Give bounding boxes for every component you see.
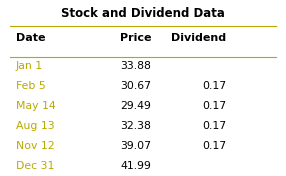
Text: Jan 1: Jan 1 [15, 61, 43, 71]
Text: Date: Date [15, 33, 45, 43]
Text: 41.99: 41.99 [120, 161, 151, 171]
Text: 33.88: 33.88 [120, 61, 151, 71]
Text: 29.49: 29.49 [120, 101, 151, 111]
Text: 0.17: 0.17 [202, 141, 227, 151]
Text: 0.17: 0.17 [202, 81, 227, 91]
Text: Dividend: Dividend [171, 33, 227, 43]
Text: Aug 13: Aug 13 [15, 121, 54, 131]
Text: Feb 5: Feb 5 [15, 81, 45, 91]
Text: 30.67: 30.67 [120, 81, 151, 91]
Text: 32.38: 32.38 [120, 121, 151, 131]
Text: Price: Price [120, 33, 152, 43]
Text: Dec 31: Dec 31 [15, 161, 54, 171]
Text: 39.07: 39.07 [120, 141, 151, 151]
Text: 0.17: 0.17 [202, 101, 227, 111]
Text: May 14: May 14 [15, 101, 55, 111]
Text: 0.17: 0.17 [202, 121, 227, 131]
Text: Nov 12: Nov 12 [15, 141, 54, 151]
Text: Stock and Dividend Data: Stock and Dividend Data [61, 7, 225, 20]
